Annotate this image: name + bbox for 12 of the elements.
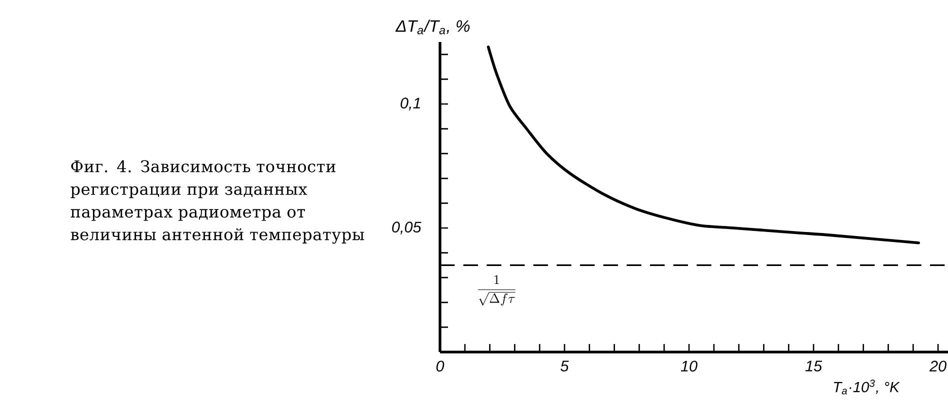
y-tick-label: 0,05 (392, 222, 422, 234)
x-axis-title: T$_{а}$·10$^{3}$, °K (834, 380, 900, 394)
x-tick-label: 5 (560, 360, 569, 372)
x-tick-label: 10 (680, 360, 698, 372)
line-series (486, 46, 920, 244)
x-tick-label: 0 (436, 360, 444, 372)
text: Фиг. 4. Зависимость точности регистрации при заданных параметрах радиометра от величины антенной температуры (70, 160, 364, 244)
y-tick-label: 0,1 (400, 98, 420, 110)
x-tick-label: 20 (929, 360, 946, 372)
y-axis-title: ΔT$_{а}$/T$_{а}$, % (395, 20, 470, 34)
x-tick-label: 15 (805, 360, 822, 372)
ref-line-label: $\frac{1}{\sqrt{\Delta f\tau}}$ (478, 275, 516, 306)
